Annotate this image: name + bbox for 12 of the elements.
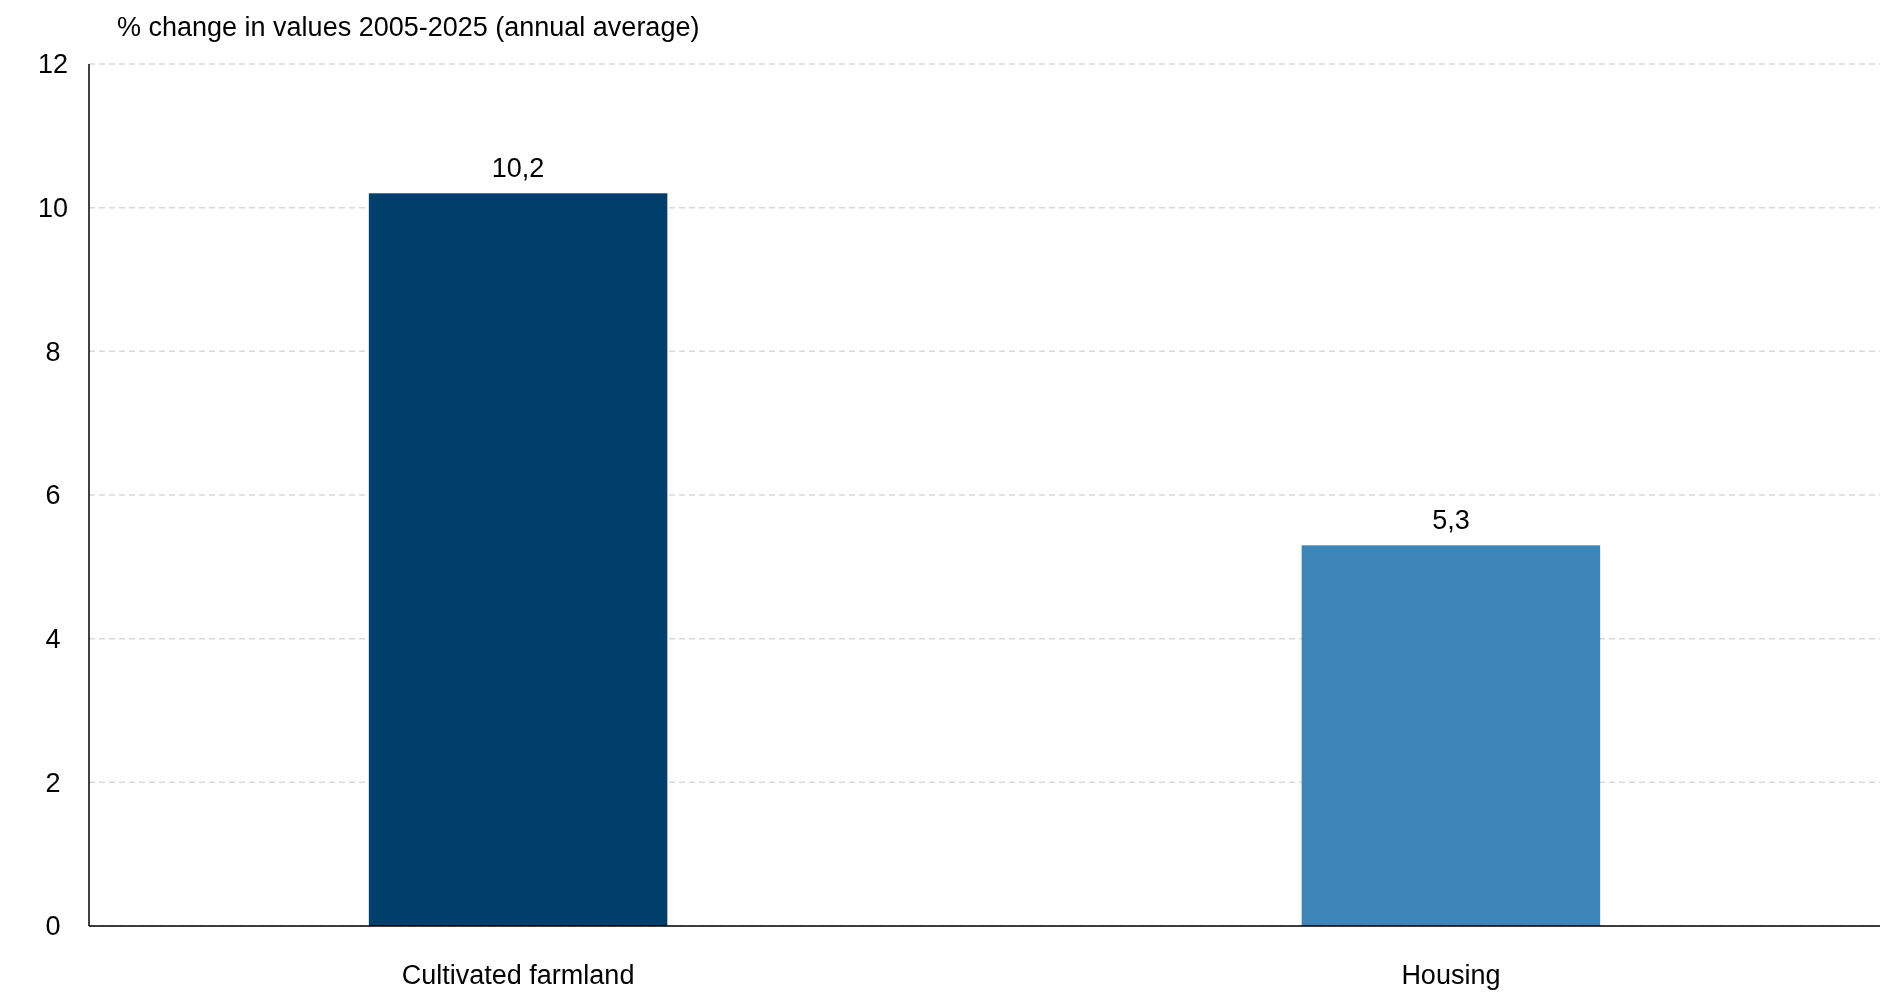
data-label: 5,3 [1432,505,1470,536]
chart-title: % change in values 2005-2025 (annual average) [117,12,700,42]
data-label: 10,2 [491,153,545,184]
x-tick-label: Housing [1401,960,1501,990]
y-tick-label: 4 [45,624,61,655]
y-tick-label: 12 [37,49,69,80]
y-tick-label: 2 [45,767,61,798]
y-tick-label: 10 [37,193,69,224]
x-tick-label: Cultivated farmland [401,960,635,990]
y-tick-label: 0 [45,911,61,942]
y-tick-label: 6 [45,480,61,511]
y-tick-label: 8 [45,336,61,367]
